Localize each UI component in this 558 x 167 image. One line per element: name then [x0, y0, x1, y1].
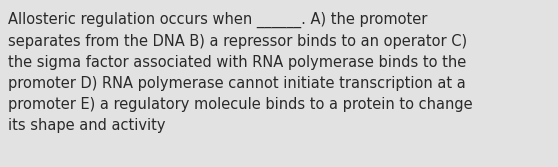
Text: Allosteric regulation occurs when ______. A) the promoter
separates from the DNA: Allosteric regulation occurs when ______… [8, 12, 473, 133]
